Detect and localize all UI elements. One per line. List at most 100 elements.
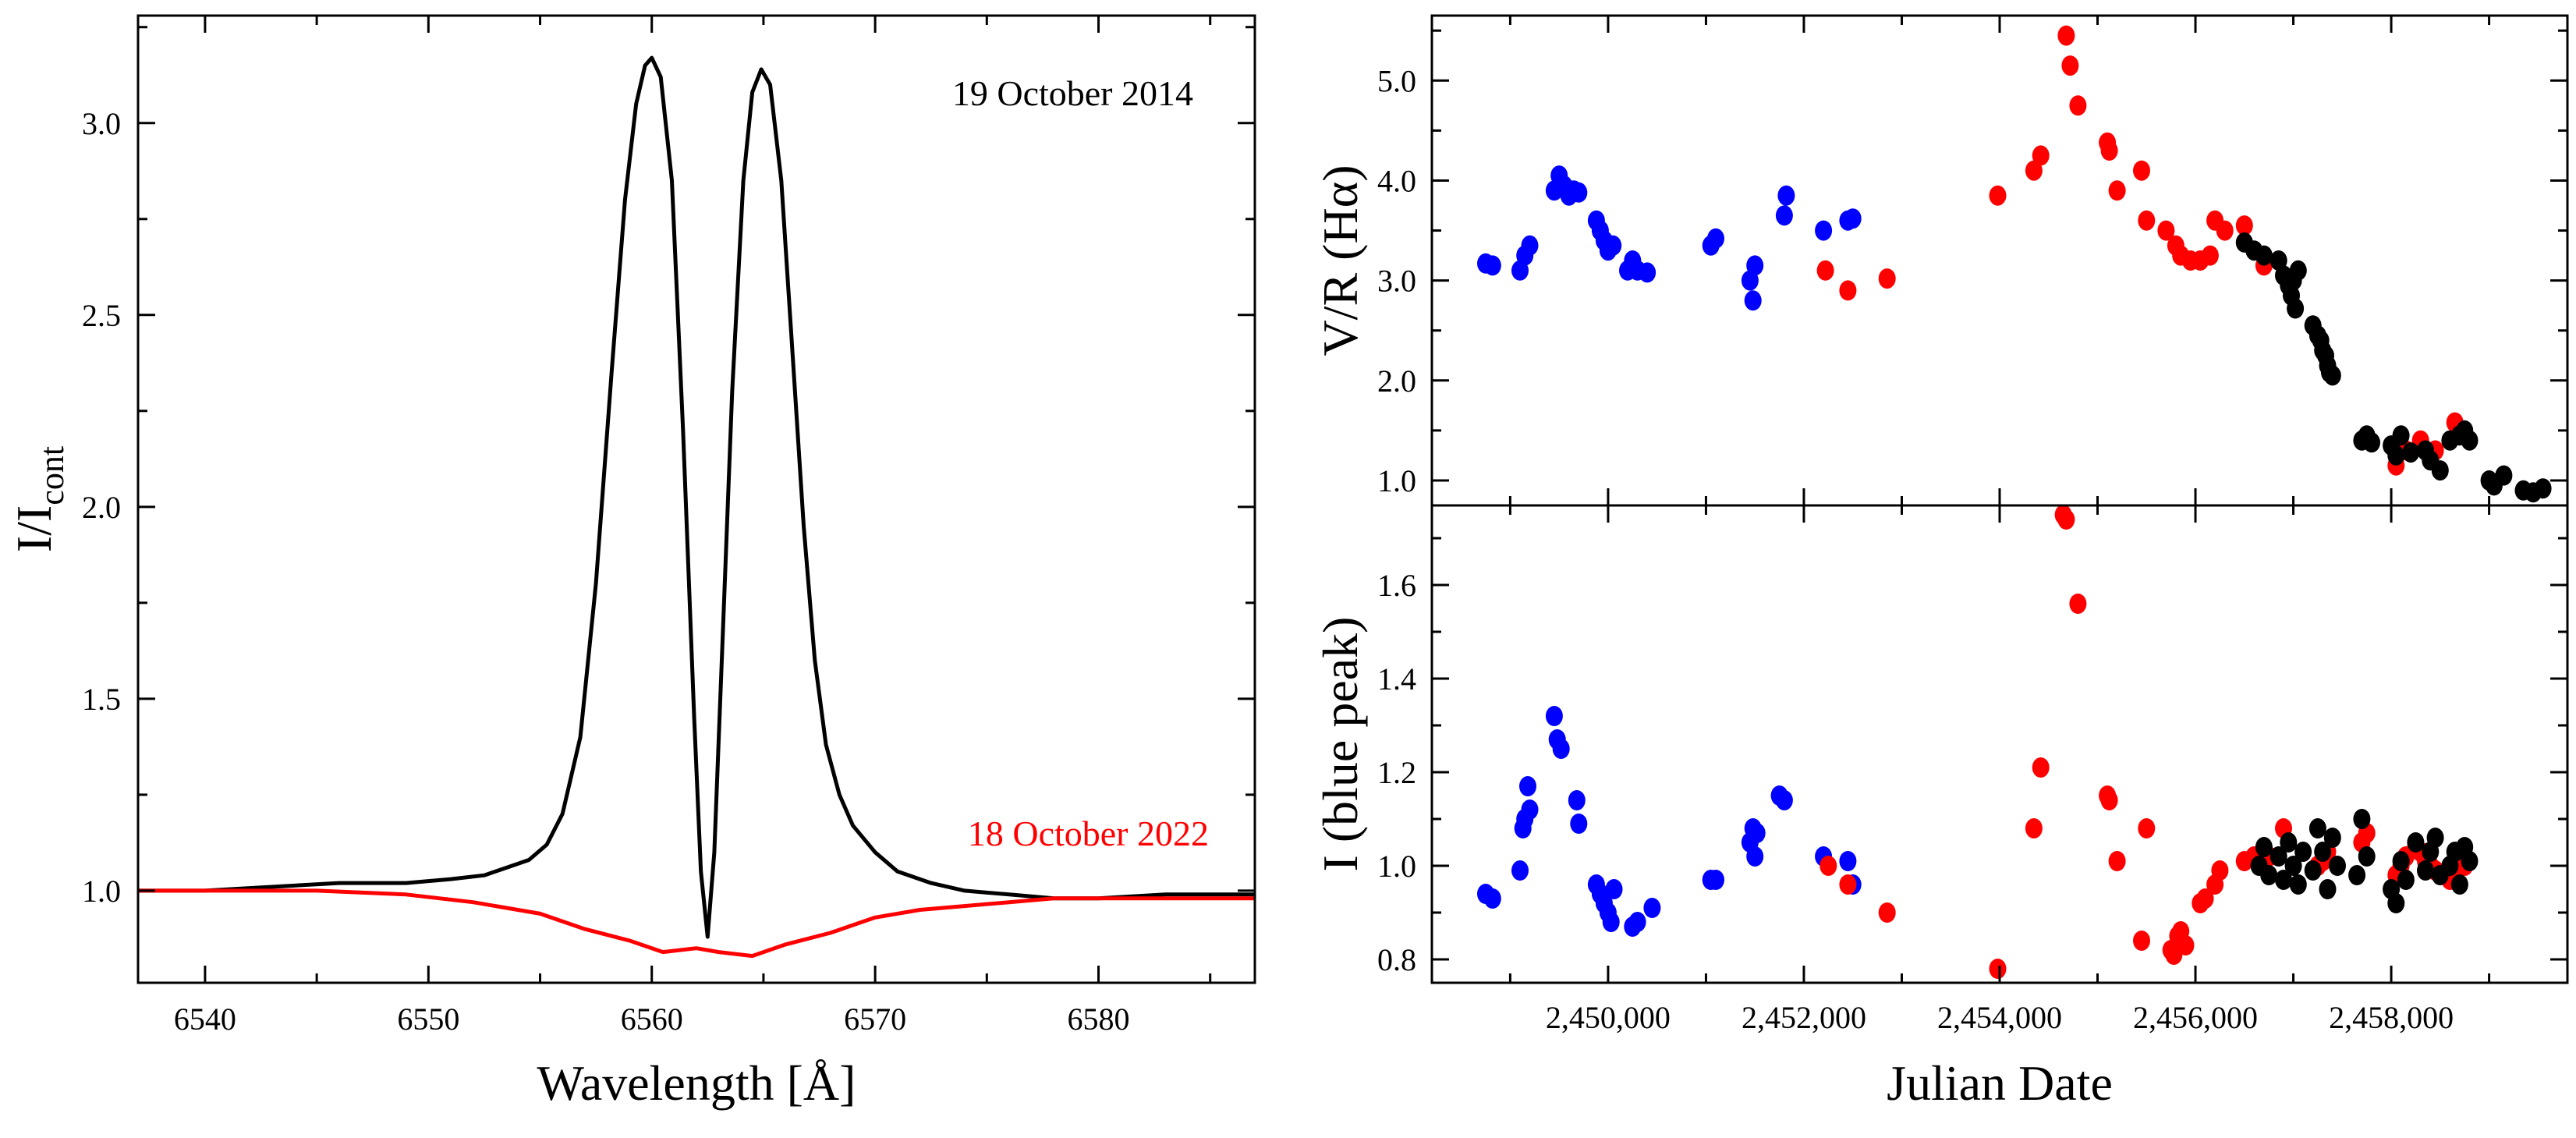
spectrum-y-tick-label: 1.0 <box>82 874 121 909</box>
vr-point <box>1570 182 1588 203</box>
blue-peak-point <box>1628 912 1646 932</box>
blue-peak-point <box>2392 851 2410 871</box>
vr-point <box>1815 220 1833 241</box>
blue-peak-point <box>2196 888 2214 909</box>
vr-y-tick-label: 5.0 <box>1377 63 1416 98</box>
blue-peak-point <box>2260 865 2278 885</box>
blue-peak-point <box>1878 902 1896 923</box>
blue-peak-point <box>2032 757 2050 778</box>
blue-peak-point <box>1707 870 1724 890</box>
vr-point <box>2392 425 2410 446</box>
blue-peak-point <box>1748 823 1766 843</box>
blue-peak-point <box>1552 739 1570 759</box>
vr-point <box>2100 140 2118 161</box>
blue-peak-point <box>1570 814 1588 834</box>
blue-peak-panel: 2,450,000 2,452,000 2,454,000 2,456,000 2,45… <box>1313 504 2569 1111</box>
spectrum-line-2022 <box>138 888 1255 959</box>
vr-point <box>2534 478 2552 499</box>
blue-peak-point <box>1989 959 2007 979</box>
vr-points <box>1477 25 2552 503</box>
vr-y-tick-label: 4.0 <box>1377 163 1416 198</box>
vr-point <box>1777 185 1795 206</box>
spectrum-annotation-2022: 18 October 2022 <box>968 814 1209 853</box>
blue-peak-point <box>2100 790 2118 810</box>
spectrum-line-2014 <box>138 55 1255 939</box>
vr-point <box>1521 235 1539 256</box>
spectrum-ticks: 6540 6550 6560 6570 6580 1.0 1.5 2.0 2.5 3.0 <box>82 16 1255 1037</box>
spectrum-y-tick-label: 2.5 <box>82 298 121 333</box>
blue-peak-point <box>2319 879 2337 899</box>
blue-peak-point <box>1519 776 1536 796</box>
spectrum-x-tick-label: 6580 <box>1068 1002 1130 1037</box>
vr-point <box>2216 220 2234 241</box>
blue-peak-point <box>1568 790 1586 810</box>
blue-peak-y-tick-label: 0.8 <box>1377 942 1416 977</box>
blue-peak-point <box>2275 870 2292 890</box>
vr-y-axis-title: V/R (Hα) <box>1313 165 1368 356</box>
blue-peak-point <box>2138 818 2156 838</box>
vr-point <box>2495 465 2513 486</box>
blue-peak-point <box>1483 888 1501 909</box>
vr-point <box>2057 25 2075 46</box>
vr-point <box>2235 215 2253 236</box>
blue-peak-point <box>1839 851 1857 871</box>
blue-peak-point <box>1643 898 1661 918</box>
spectrum-x-tick-label: 6540 <box>174 1002 236 1037</box>
blue-peak-point <box>2407 832 2425 853</box>
blue-peak-point <box>2280 832 2298 853</box>
vr-point <box>2061 55 2079 76</box>
vr-point <box>1775 205 1793 226</box>
vr-point <box>2025 160 2043 181</box>
blue-peak-point <box>2353 809 2371 829</box>
blue-peak-x-tick-label: 2,450,000 <box>1546 1000 1671 1035</box>
spectrum-y-title-sub: cont <box>33 446 71 505</box>
blue-peak-point <box>2417 860 2434 881</box>
blue-peak-point <box>2025 818 2043 838</box>
blue-peak-point <box>2314 842 2332 862</box>
spectrum-panel: 6540 6550 6560 6570 6580 1.0 1.5 2.0 2.5 3.0 19 O… <box>6 14 1256 1111</box>
blue-peak-point <box>2358 846 2376 867</box>
blue-peak-point <box>2461 851 2479 871</box>
blue-peak-point <box>2323 828 2341 848</box>
vr-point <box>1483 255 1501 276</box>
vr-point <box>2287 298 2305 319</box>
vr-point <box>2323 365 2341 386</box>
blue-peak-point <box>2108 851 2126 871</box>
spectrum-x-tick-label: 6550 <box>397 1002 459 1037</box>
blue-peak-y-tick-label: 1.6 <box>1377 568 1416 603</box>
blue-peak-y-tick-label: 1.4 <box>1377 661 1416 697</box>
spectrum-annotation-2014: 19 October 2014 <box>952 73 1193 113</box>
vr-y-tick-label: 1.0 <box>1377 463 1416 498</box>
blue-peak-x-tick-label: 2,456,000 <box>2133 1000 2258 1035</box>
vr-point <box>2402 442 2420 463</box>
blue-peak-point <box>2329 856 2346 876</box>
vr-point <box>2289 260 2307 281</box>
vr-point <box>1707 228 1724 249</box>
spectrum-x-tick-label: 6560 <box>621 1002 683 1037</box>
vr-point <box>1744 290 1762 311</box>
vr-point <box>2255 245 2273 266</box>
blue-peak-point <box>1602 912 1620 932</box>
blue-peak-x-axis-title: Julian Date <box>1887 1055 2113 1111</box>
spectrum-y-tick-label: 3.0 <box>82 106 121 141</box>
vr-point <box>2133 160 2150 181</box>
blue-peak-y-axis-title: I (blue peak) <box>1313 617 1368 872</box>
vr-point <box>2157 220 2175 241</box>
blue-peak-point <box>1746 846 1764 867</box>
spectrum-y-axis-title: I/Icont <box>6 446 71 552</box>
blue-peak-point <box>2177 935 2195 955</box>
blue-peak-point <box>2387 893 2405 913</box>
vr-y-tick-label: 3.0 <box>1377 264 1416 299</box>
vr-point <box>2363 432 2380 453</box>
blue-peak-point <box>2289 874 2307 895</box>
vr-point <box>2461 430 2479 451</box>
spectrum-y-tick-label: 2.0 <box>82 490 121 525</box>
blue-peak-point <box>2284 856 2302 876</box>
blue-peak-point <box>2450 874 2468 895</box>
spectrum-lines <box>138 55 1255 959</box>
blue-peak-point <box>1511 860 1529 881</box>
blue-peak-point <box>2304 860 2322 881</box>
vr-point <box>2138 210 2156 231</box>
spectrum-y-title-main: I/I <box>6 505 62 552</box>
